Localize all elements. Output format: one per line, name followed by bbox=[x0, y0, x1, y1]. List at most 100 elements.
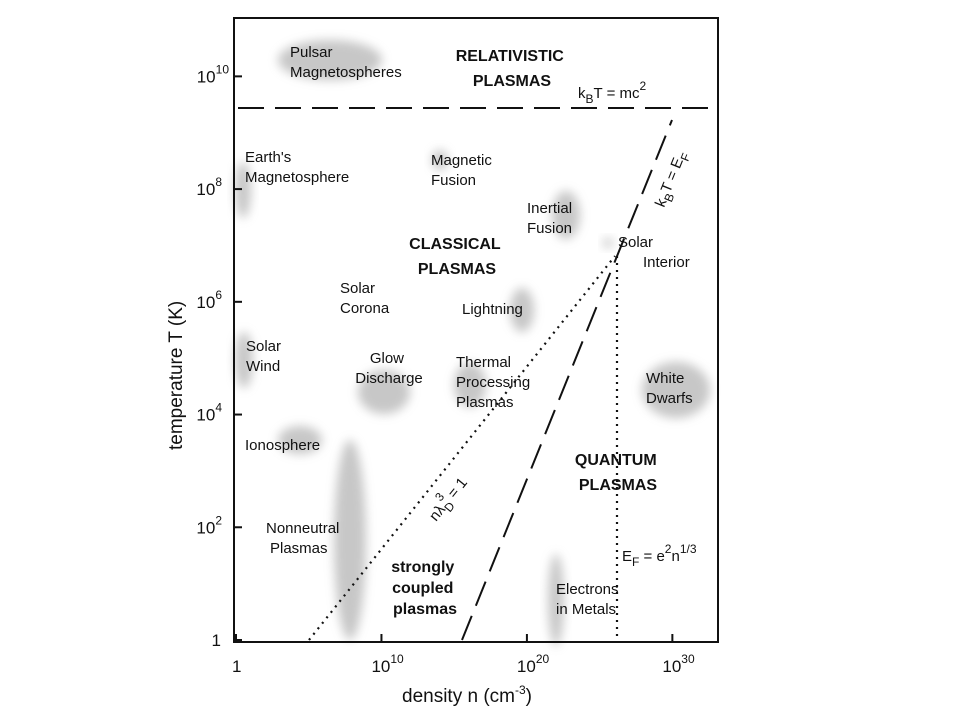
blob-earth-s-magnetosphere bbox=[235, 162, 251, 218]
region-quantum-line2: PLASMAS bbox=[579, 477, 658, 494]
label-corona-line1: Solar bbox=[340, 280, 375, 297]
region-strongly-line1: strongly bbox=[391, 559, 454, 576]
label-glow-line1: Glow bbox=[370, 350, 404, 367]
line-label-fermi: EF = e2n1/3 bbox=[622, 542, 697, 569]
label-dwarfs-line2: Dwarfs bbox=[646, 390, 693, 407]
label-thermal-line1: Thermal bbox=[456, 354, 511, 371]
x-tick-label: 1020 bbox=[517, 652, 550, 676]
region-quantum-line1: QUANTUM bbox=[575, 452, 657, 469]
fermi-sub: F bbox=[632, 555, 639, 569]
label-solar-interior: Solar Interior bbox=[618, 234, 690, 271]
blob-lightning bbox=[510, 288, 534, 332]
label-pulsar-line2: Magnetospheres bbox=[290, 64, 402, 81]
label-corona-line2: Corona bbox=[340, 300, 390, 317]
label-glow-discharge: Glow Discharge bbox=[355, 350, 423, 387]
blob-solar-interior bbox=[603, 238, 613, 248]
y-axis-title: temperature T (K) bbox=[166, 301, 187, 450]
label-electrons-line1: Electrons bbox=[556, 581, 619, 598]
region-relativistic-line1: RELATIVISTIC bbox=[456, 48, 565, 65]
axis-ticks: 1 1010 1020 1030 1 102 104 106 108 1010 bbox=[196, 62, 695, 676]
y-tick-label: 104 bbox=[196, 401, 222, 425]
label-electrons-line2: in Metals bbox=[556, 601, 616, 618]
label-magnetic-fusion: Magnetic Fusion bbox=[431, 152, 496, 189]
label-inertial-fusion: Inertial Fusion bbox=[527, 200, 576, 237]
line-kbt-ef bbox=[461, 119, 673, 641]
region-strongly-coupled: strongly coupled plasmas bbox=[391, 559, 459, 618]
y-tick-label: 1010 bbox=[197, 62, 230, 86]
line-label-kbt-ef: kBT = EF bbox=[652, 149, 694, 211]
x-axis-title-exp: -3 bbox=[515, 683, 526, 697]
region-blobs bbox=[235, 40, 710, 646]
y-tick-label: 102 bbox=[196, 513, 222, 537]
label-inertial-line2: Fusion bbox=[527, 220, 572, 237]
y-tick-label: 1 bbox=[212, 631, 221, 650]
fermi-exp2: 2 bbox=[665, 542, 672, 556]
label-thermal-line2: Processing bbox=[456, 374, 530, 391]
blob-white-dwarfs bbox=[642, 362, 710, 418]
line-debye bbox=[308, 255, 616, 641]
mc2-main: T = mc bbox=[594, 85, 640, 102]
label-wind-line2: Wind bbox=[246, 358, 280, 375]
label-dwarfs-line1: White bbox=[646, 370, 684, 387]
label-lightning: Lightning bbox=[462, 301, 523, 318]
label-solar-wind: Solar Wind bbox=[246, 338, 285, 375]
line-label-kbt-mc2: kBT = mc2 bbox=[578, 79, 647, 106]
label-solar-corona: Solar Corona bbox=[340, 280, 390, 317]
x-axis-title-base: density n (cm bbox=[402, 686, 515, 707]
region-relativistic: RELATIVISTIC PLASMAS bbox=[456, 48, 569, 90]
region-quantum: QUANTUM PLASMAS bbox=[575, 452, 661, 494]
x-tick-label: 1010 bbox=[371, 652, 404, 676]
label-thermal-processing: Thermal Processing Plasmas bbox=[456, 354, 534, 411]
blob-glow-discharge bbox=[358, 370, 410, 414]
region-classical-line2: PLASMAS bbox=[418, 261, 497, 278]
mc2-k: k bbox=[578, 85, 586, 102]
label-inertial-line1: Inertial bbox=[527, 200, 572, 217]
label-white-dwarfs: White Dwarfs bbox=[646, 370, 693, 407]
label-nonneutral-line1: Nonneutral bbox=[266, 520, 339, 537]
mc2-exp: 2 bbox=[640, 79, 647, 93]
region-strongly-line3: plasmas bbox=[393, 601, 457, 618]
blob-nonneutral-plasmas bbox=[334, 440, 366, 640]
fermi-n: n bbox=[671, 548, 679, 565]
y-tick-label: 106 bbox=[196, 288, 222, 312]
region-classical: CLASSICAL PLASMAS bbox=[409, 236, 505, 278]
fermi-exp3: 1/3 bbox=[680, 542, 697, 556]
fermi-main: = e bbox=[639, 548, 664, 565]
mc2-sub: B bbox=[586, 92, 594, 106]
region-relativistic-line2: PLASMAS bbox=[473, 73, 552, 90]
label-pulsar: Pulsar Magnetospheres bbox=[290, 44, 402, 81]
label-electrons-metals: Electrons in Metals bbox=[556, 581, 623, 618]
label-solar-interior-line2: Interior bbox=[643, 254, 690, 271]
label-earth: Earth's Magnetosphere bbox=[245, 149, 349, 186]
label-nonneutral-line2: Plasmas bbox=[270, 540, 328, 557]
blob-solar-wind bbox=[235, 332, 253, 388]
label-wind-line1: Solar bbox=[246, 338, 281, 355]
region-strongly-line2: coupled bbox=[392, 580, 453, 597]
x-axis-title-close: ) bbox=[526, 686, 532, 707]
label-thermal-line3: Plasmas bbox=[456, 394, 514, 411]
blob-inertial-fusion bbox=[552, 191, 580, 239]
blob-electrons-in-metals bbox=[548, 554, 564, 646]
label-earth-line2: Magnetosphere bbox=[245, 169, 349, 186]
blob-ionosphere bbox=[278, 426, 322, 454]
region-classical-line1: CLASSICAL bbox=[409, 236, 501, 253]
ef-main: T = E bbox=[658, 155, 687, 195]
plot-frame bbox=[233, 17, 719, 643]
x-axis-title: density n (cm-3) bbox=[402, 683, 532, 707]
line-label-debye: nλD3 = 1 bbox=[420, 470, 474, 527]
label-solar-interior-line1: Solar bbox=[618, 234, 653, 251]
label-ionosphere: Ionosphere bbox=[245, 437, 320, 454]
blob-pulsar-magnetospheres bbox=[278, 40, 382, 80]
blob-thermal-processing-plasmas bbox=[454, 363, 486, 407]
blob-magnetic-fusion bbox=[432, 150, 448, 170]
x-tick-label: 1 bbox=[232, 657, 241, 676]
fermi-e: E bbox=[622, 548, 632, 565]
label-nonneutral: Nonneutral Plasmas bbox=[266, 520, 344, 557]
label-magnetic-line2: Fusion bbox=[431, 172, 476, 189]
label-magnetic-line1: Magnetic bbox=[431, 152, 492, 169]
label-glow-line2: Discharge bbox=[355, 370, 423, 387]
label-earth-line1: Earth's bbox=[245, 149, 291, 166]
x-tick-label: 1030 bbox=[662, 652, 695, 676]
y-tick-label: 108 bbox=[196, 175, 222, 199]
